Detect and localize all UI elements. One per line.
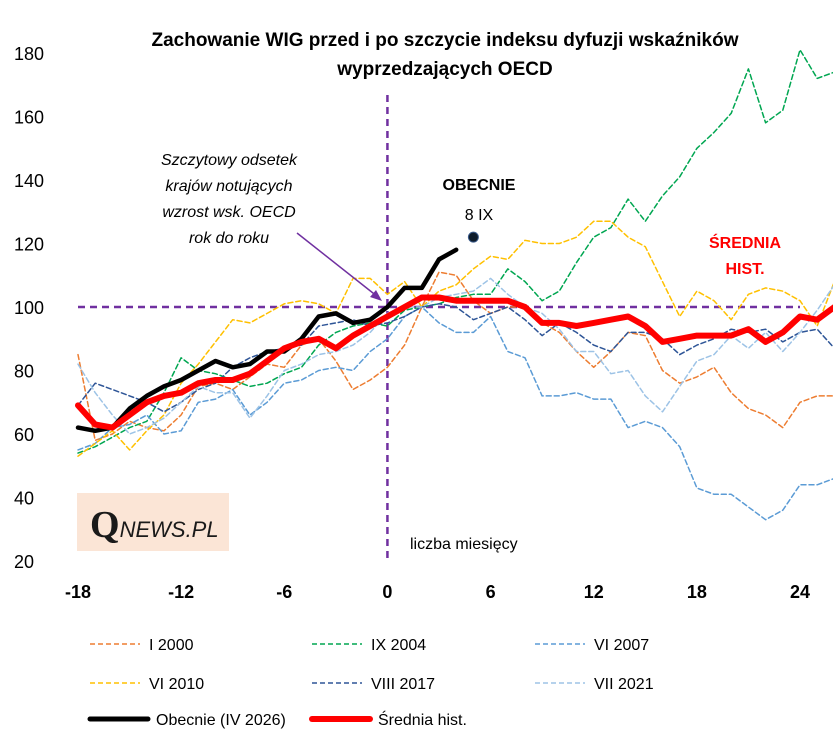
x-tick-label: 24 [790,582,810,602]
x-tick-label: -6 [276,582,292,602]
y-tick-label: 120 [14,235,44,255]
series-line-vi2007 [77,306,833,521]
x-axis-label: liczba miesięcy [410,536,518,553]
x-tick-label: 0 [382,582,392,602]
legend-label-vii2021: VII 2021 [594,676,654,693]
y-tick-label: 160 [14,108,44,128]
y-tick-label: 100 [14,298,44,318]
legend: I 2000 IX 2004 VI 2007 VI 2010 VIII 2017 VII … [87,637,654,729]
series-lines [75,49,833,521]
series-line-current [75,247,459,434]
series-line-i2000 [77,271,833,442]
average-label-line2: HIST. [725,261,764,278]
peak-annotation: Szczytowy odsetek krajów notujących wzro… [161,152,382,301]
x-tick-label: 6 [486,582,496,602]
series-line-viii2017 [77,303,833,413]
legend-label-current: Obecnie (IV 2026) [156,712,286,729]
x-tick-label: -12 [168,582,194,602]
reference-lines [78,95,800,561]
legend-label-i2000: I 2000 [149,637,194,654]
x-axis-ticks: -18 -12 -6 0 6 12 18 24 [65,582,810,602]
logo-background [77,493,229,551]
series-line-ix2004 [77,49,833,454]
x-tick-label: 12 [584,582,604,602]
peak-annotation-line2: krajów notujących [165,178,292,195]
qnews-logo: QNEWS.PL [77,493,229,551]
legend-label-viii2017: VIII 2017 [371,676,435,693]
current-label: OBECNIE [443,177,516,194]
current-date-label: 8 IX [465,207,494,224]
legend-label-ix2004: IX 2004 [371,637,426,654]
average-label-line1: ŚREDNIA [709,233,781,252]
current-point-marker [467,231,479,243]
x-tick-label: 18 [687,582,707,602]
logo-wordmark: QNEWS.PL [90,504,219,546]
legend-label-vi2007: VI 2007 [594,637,649,654]
series-line-vii2021 [77,277,833,435]
legend-label-vi2010: VI 2010 [149,676,204,693]
y-axis-ticks: 20 40 60 80 100 120 140 160 180 [14,44,44,572]
chart-title-line1: Zachowanie WIG przed i po szczycie indek… [151,30,738,51]
peak-annotation-line1: Szczytowy odsetek [161,152,298,169]
x-tick-label: -18 [65,582,91,602]
y-tick-label: 60 [14,425,34,445]
peak-annotation-line3: wzrost wsk. OECD [162,204,296,221]
y-tick-label: 20 [14,552,34,572]
y-tick-label: 80 [14,362,34,382]
chart-title-line2: wyprzedzających OECD [336,59,552,80]
y-tick-label: 40 [14,489,34,509]
peak-annotation-arrow [296,232,379,298]
series-line-avg [75,294,833,431]
y-tick-label: 140 [14,171,44,191]
legend-label-avg: Średnia hist. [378,710,467,729]
peak-annotation-line4: rok do roku [189,230,269,247]
y-tick-label: 180 [14,44,44,64]
series-line-vi2010 [77,220,833,457]
peak-annotation-arrowhead [370,290,382,301]
